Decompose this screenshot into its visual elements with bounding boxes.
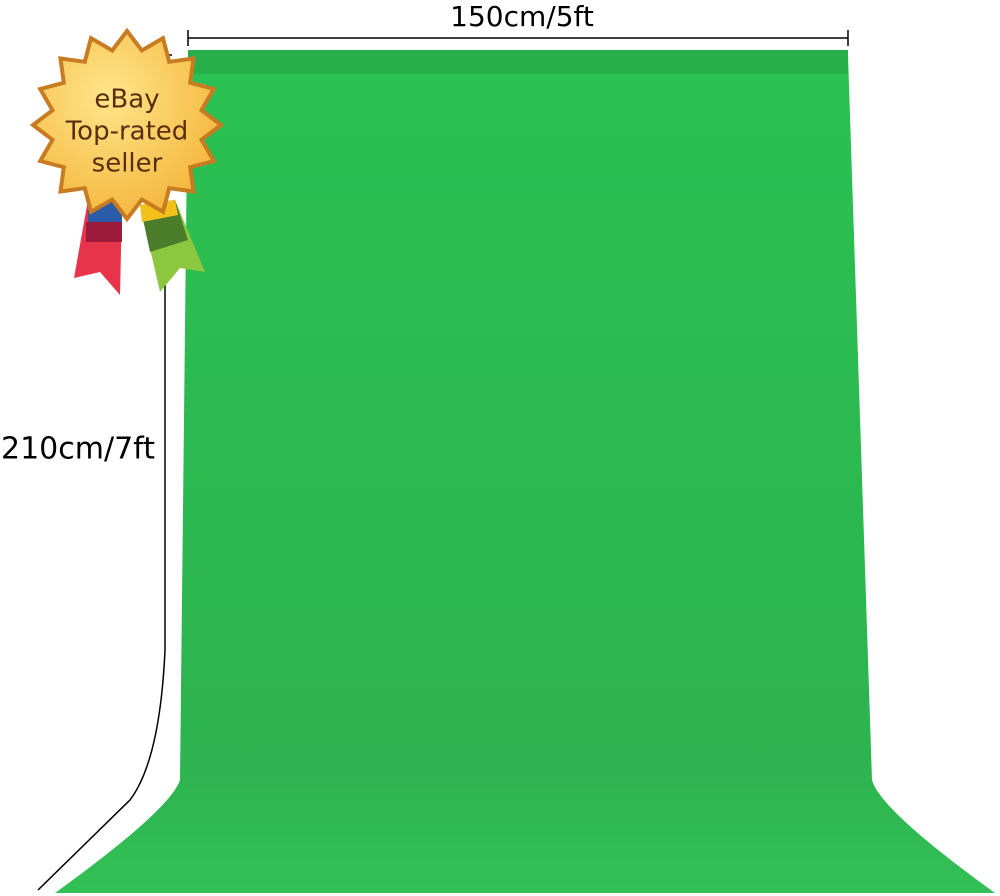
badge xyxy=(29,27,225,295)
height-dimension xyxy=(37,55,166,891)
width-label: 150cm/5ft xyxy=(450,0,594,33)
badge-text: Top-rated xyxy=(65,117,189,147)
badge-text: seller xyxy=(92,149,163,179)
badge-text: eBay xyxy=(94,85,159,115)
height-label: 210cm/7ft xyxy=(1,432,155,467)
backdrop xyxy=(55,55,995,893)
badge-star xyxy=(29,27,225,223)
backdrop-roll xyxy=(188,50,848,74)
width-dimension xyxy=(187,30,849,46)
